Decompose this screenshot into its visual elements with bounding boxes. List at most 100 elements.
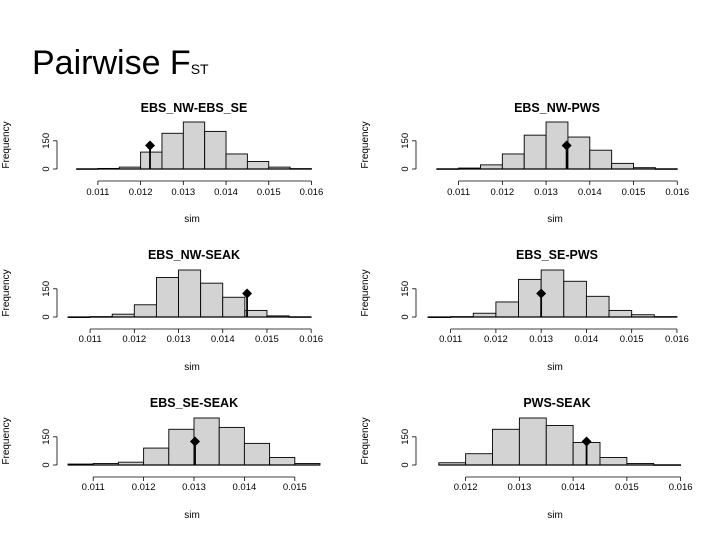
- histogram-panel: EBS_NW-SEAK 0.011 0.012 0.013 0.014 0.015 0.01…: [1, 248, 323, 373]
- x-tick-label: 0.012: [132, 482, 156, 493]
- histogram-bar: [225, 153, 248, 170]
- title-main: Pairwise F: [32, 44, 191, 82]
- x-tick-label: 0.011: [439, 334, 462, 345]
- x-tick-label: 0.012: [490, 187, 514, 198]
- x-tick-label: 0.015: [620, 334, 644, 345]
- x-tick-label: 0.013: [171, 187, 195, 198]
- histogram-bar: [567, 136, 591, 170]
- x-tick-label: 0.012: [484, 334, 508, 345]
- histogram-bar: [585, 295, 610, 318]
- histogram-bar: [155, 277, 179, 318]
- x-axis-label: sim: [184, 362, 200, 373]
- x-tick-label: 0.013: [534, 187, 558, 198]
- panel-title: EBS_NW-PWS: [514, 101, 600, 115]
- x-tick-label: 0.012: [129, 187, 153, 198]
- x-tick-label: 0.014: [211, 334, 235, 345]
- x-tick-label: 0.015: [257, 187, 281, 198]
- y-tick-label: 150: [41, 133, 52, 149]
- x-tick-label: 0.011: [86, 187, 109, 198]
- x-tick-label: 0.012: [122, 334, 146, 345]
- histogram-bar: [182, 121, 206, 170]
- x-tick-label: 0.016: [300, 187, 324, 198]
- y-axis-label: Frequency: [1, 269, 12, 316]
- histogram-panel: EBS_SE-SEAK 0.011 0.012 0.013 0.014 0.015 sim 0…: [1, 396, 321, 521]
- histogram-bar: [492, 428, 520, 466]
- y-tick-label: 150: [400, 133, 411, 149]
- x-tick-label: 0.014: [233, 482, 257, 493]
- panel-title: EBS_SE-SEAK: [150, 396, 238, 410]
- x-tick-label: 0.014: [575, 334, 599, 345]
- observed-marker: [190, 436, 201, 447]
- y-axis-label: Frequency: [1, 121, 12, 168]
- histogram-panel: EBS_NW-PWS 0.011 0.012 0.013 0.014 0.015 0.016…: [360, 101, 689, 225]
- histogram-bar: [465, 453, 493, 466]
- x-tick-label: 0.014: [214, 187, 238, 198]
- histogram-bar: [545, 425, 574, 466]
- histogram-bar: [480, 164, 503, 170]
- x-axis-label: sim: [184, 510, 200, 521]
- y-tick-label: 0: [400, 314, 411, 319]
- x-axis-label: sim: [547, 214, 563, 225]
- x-tick-label: 0.013: [529, 334, 553, 345]
- histogram-bar: [143, 447, 170, 466]
- y-axis-label: Frequency: [1, 417, 12, 464]
- observed-marker: [242, 288, 253, 299]
- histogram-bar: [133, 304, 157, 318]
- y-tick-label: 0: [41, 314, 52, 319]
- histogram-bar: [161, 132, 184, 170]
- histogram-panel: EBS_SE-PWS 0.011 0.012 0.013 0.014 0.015 0.016…: [360, 248, 689, 373]
- x-axis-label: sim: [547, 362, 563, 373]
- histogram-bar: [608, 309, 633, 318]
- histogram-bar: [246, 161, 270, 170]
- y-tick-label: 150: [41, 429, 52, 445]
- y-tick-label: 150: [400, 429, 411, 445]
- x-axis-label: sim: [184, 214, 200, 225]
- histogram-panel: EBS_NW-EBS_SE 0.011 0.012 0.013 0.014 0.015 0.…: [1, 101, 323, 225]
- histogram-bar: [168, 428, 195, 466]
- histogram-bar: [218, 426, 245, 466]
- histogram-bar: [269, 457, 296, 466]
- histogram-bar: [518, 417, 547, 466]
- histogram-bar: [200, 282, 224, 318]
- y-axis-label: Frequency: [360, 121, 371, 168]
- x-axis-label: sim: [547, 510, 563, 521]
- histogram-bar: [243, 442, 271, 466]
- x-tick-label: 0.016: [299, 334, 323, 345]
- panel-title: PWS-SEAK: [523, 396, 590, 410]
- y-tick-label: 0: [41, 166, 52, 171]
- x-tick-label: 0.015: [283, 482, 307, 493]
- histogram-bar: [222, 296, 246, 318]
- histogram-bar: [178, 269, 202, 318]
- panel-title: EBS_NW-SEAK: [148, 248, 240, 262]
- histogram-bar: [495, 301, 519, 318]
- histogram-bar: [244, 309, 268, 318]
- observed-marker: [581, 436, 592, 447]
- y-axis-label: Frequency: [360, 269, 371, 316]
- title-subscript: ST: [190, 61, 209, 77]
- histogram-bar: [204, 130, 227, 170]
- observed-marker: [145, 140, 156, 151]
- x-tick-label: 0.016: [665, 334, 689, 345]
- x-tick-label: 0.016: [669, 482, 693, 493]
- histogram-bar: [140, 151, 163, 170]
- histogram-panel: PWS-SEAK 0.012 0.013 0.014 0.015 0.016 sim 0 150…: [360, 396, 693, 521]
- x-tick-label: 0.015: [622, 187, 646, 198]
- observed-marker: [536, 288, 547, 299]
- histogram-bar: [599, 457, 628, 466]
- observed-marker: [561, 140, 572, 151]
- histogram-bar: [611, 162, 634, 170]
- x-tick-label: 0.013: [182, 482, 206, 493]
- histogram-bar: [589, 149, 613, 170]
- y-axis-label: Frequency: [360, 417, 371, 464]
- x-tick-label: 0.016: [665, 187, 689, 198]
- page-title: Pairwise FST: [32, 44, 209, 83]
- histogram-bar: [523, 134, 547, 170]
- y-tick-label: 0: [41, 462, 52, 467]
- x-tick-label: 0.012: [454, 482, 478, 493]
- x-tick-label: 0.011: [79, 334, 102, 345]
- x-tick-label: 0.011: [447, 187, 470, 198]
- x-tick-label: 0.015: [255, 334, 279, 345]
- x-tick-label: 0.013: [507, 482, 531, 493]
- y-tick-label: 0: [400, 166, 411, 171]
- y-tick-label: 150: [41, 281, 52, 297]
